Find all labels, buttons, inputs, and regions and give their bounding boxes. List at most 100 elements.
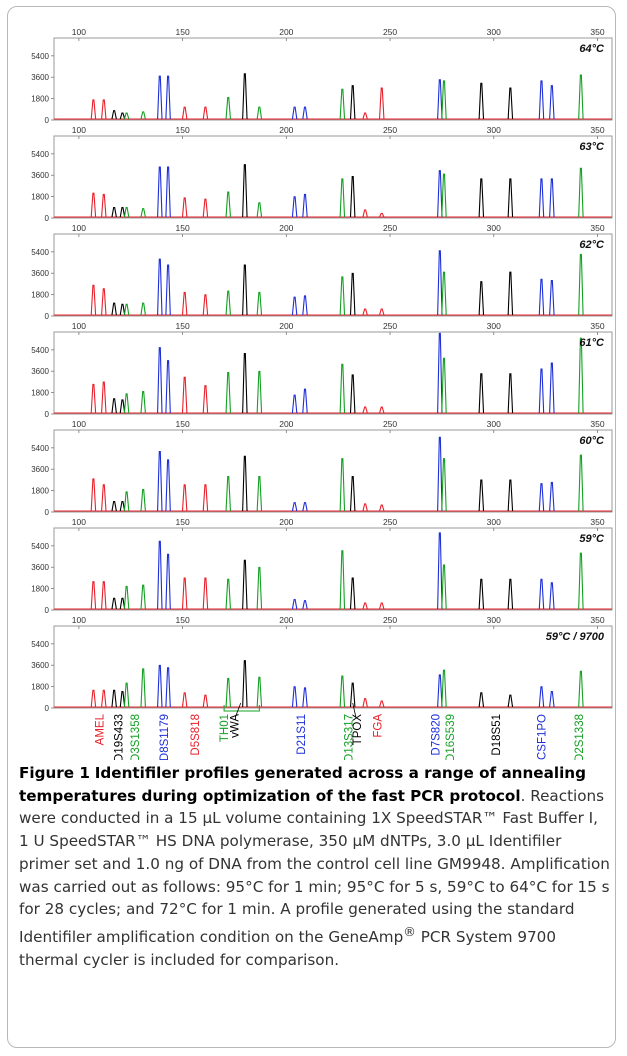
x-tick-label: 200 xyxy=(279,27,293,37)
peak xyxy=(578,253,584,316)
peak xyxy=(538,80,545,120)
peak xyxy=(140,668,146,708)
panel-2: 100 150 200 250 300 350 0 1800 3600 5400 63°C xyxy=(31,125,613,223)
y-tick-label: 0 xyxy=(45,704,50,713)
peak xyxy=(291,598,298,610)
peak xyxy=(119,303,126,316)
panel-border xyxy=(53,37,613,121)
peak xyxy=(538,178,545,218)
peak xyxy=(225,191,231,218)
peak xyxy=(441,173,447,218)
peak xyxy=(507,479,514,512)
x-tick-label: 250 xyxy=(383,419,397,429)
peak xyxy=(507,694,514,708)
peak xyxy=(302,502,308,512)
peak xyxy=(140,111,146,120)
peak xyxy=(349,475,356,512)
peak xyxy=(437,436,443,512)
x-tick-label: 150 xyxy=(176,321,190,331)
x-tick-label: 350 xyxy=(590,223,604,233)
x-tick-label: 100 xyxy=(72,615,86,625)
peak xyxy=(362,308,368,316)
peak xyxy=(507,87,514,120)
y-tick-label: 0 xyxy=(45,508,50,517)
peak xyxy=(181,577,188,610)
peak xyxy=(349,682,356,708)
peak xyxy=(362,503,368,512)
peak xyxy=(339,675,346,708)
peak xyxy=(101,689,107,708)
peak xyxy=(362,698,368,708)
peak xyxy=(256,202,263,218)
temperature-label: 62°C xyxy=(579,239,605,251)
locus-label: D16S539 xyxy=(445,714,457,760)
temperature-label: 61°C xyxy=(579,337,605,349)
peak xyxy=(140,302,146,316)
x-tick-label: 300 xyxy=(487,615,501,625)
peak xyxy=(157,75,163,120)
peak xyxy=(549,481,555,512)
y-tick-label: 5400 xyxy=(31,150,49,159)
peak xyxy=(181,692,188,708)
peak xyxy=(101,581,107,610)
peak xyxy=(157,451,163,512)
y-tick-label: 1800 xyxy=(31,683,49,692)
peak xyxy=(339,178,346,218)
peak xyxy=(101,381,107,414)
peak xyxy=(437,250,443,316)
y-tick-label: 0 xyxy=(45,410,50,419)
x-tick-label: 350 xyxy=(590,321,604,331)
peak xyxy=(181,106,188,120)
peak xyxy=(437,332,443,414)
x-tick-label: 350 xyxy=(590,419,604,429)
peak xyxy=(242,660,248,708)
temperature-label: 63°C xyxy=(579,141,605,153)
peak xyxy=(441,357,447,414)
peak xyxy=(478,692,485,708)
peak xyxy=(549,279,555,316)
peak xyxy=(339,550,346,610)
peak xyxy=(119,597,126,610)
x-tick-label: 200 xyxy=(279,223,293,233)
peak xyxy=(101,99,107,120)
peak xyxy=(437,170,443,218)
x-tick-label: 150 xyxy=(176,223,190,233)
peak xyxy=(507,271,514,316)
peak xyxy=(578,167,584,218)
peak xyxy=(157,540,163,610)
y-tick-label: 5400 xyxy=(31,346,49,355)
y-tick-label: 3600 xyxy=(31,465,49,474)
peak xyxy=(291,106,298,120)
locus-label: D18S51 xyxy=(491,714,503,756)
x-tick-label: 100 xyxy=(72,125,86,135)
peak xyxy=(379,700,385,708)
y-tick-label: 5400 xyxy=(31,640,49,649)
peak xyxy=(302,193,308,218)
temperature-label: 60°C xyxy=(579,435,605,447)
peak xyxy=(202,106,209,120)
peak xyxy=(538,368,545,414)
peak xyxy=(181,291,188,316)
peak xyxy=(111,689,117,708)
peak xyxy=(242,455,248,512)
peak xyxy=(111,110,117,120)
x-tick-label: 200 xyxy=(279,615,293,625)
peak xyxy=(256,370,263,414)
panel-border xyxy=(53,233,613,317)
peak xyxy=(90,581,97,610)
peak xyxy=(302,295,308,316)
peak xyxy=(339,363,346,414)
panel-5: 100 150 200 250 300 350 0 1800 3600 5400 60°C xyxy=(31,419,613,517)
peak xyxy=(538,686,545,708)
peak xyxy=(111,302,117,316)
peak xyxy=(165,264,171,316)
peak xyxy=(379,602,385,610)
locus-label: FGA xyxy=(373,714,385,738)
peak xyxy=(291,394,298,414)
peak xyxy=(302,687,308,708)
peak xyxy=(291,502,298,512)
peak xyxy=(507,578,514,610)
peak xyxy=(111,398,117,414)
temperature-label: 59°C / 9700 xyxy=(546,631,605,643)
peak xyxy=(225,677,231,708)
